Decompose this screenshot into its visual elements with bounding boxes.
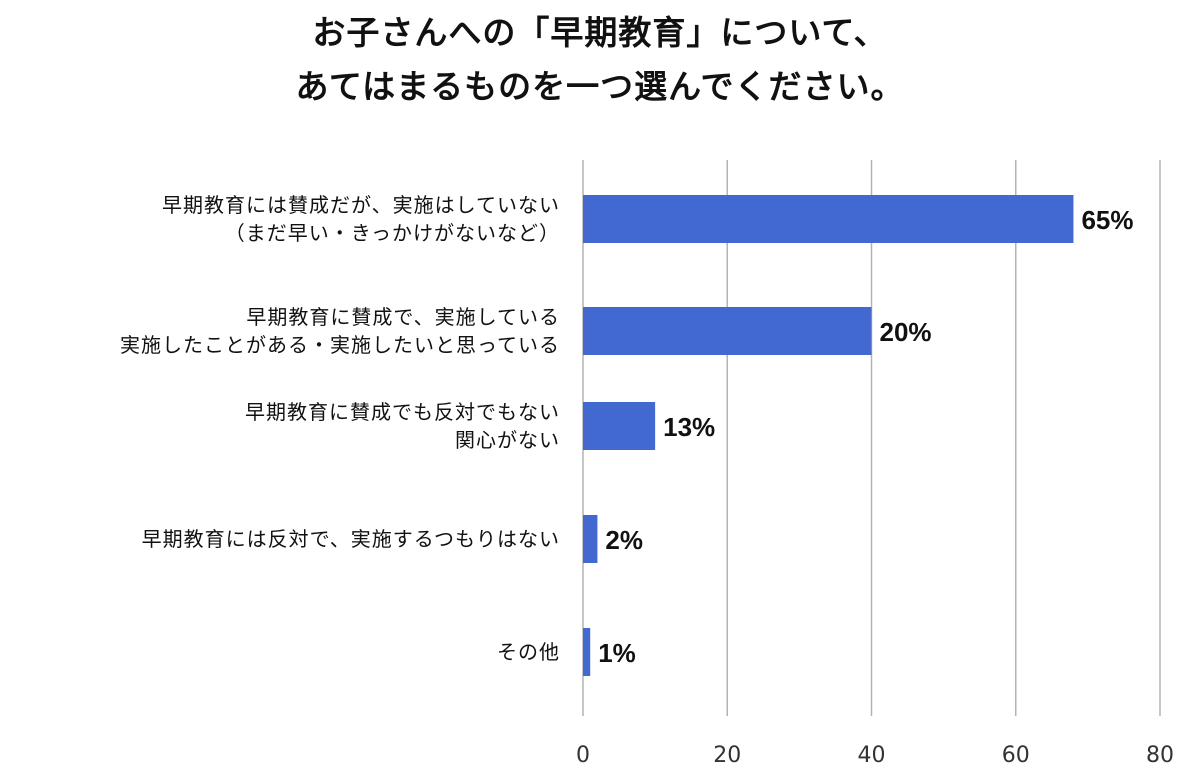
data-label: 1% bbox=[598, 638, 636, 668]
category-label-line: 早期教育には賛成だが、実施はしていない bbox=[162, 193, 560, 217]
category-label-line: その他 bbox=[497, 640, 560, 664]
bar bbox=[583, 402, 656, 450]
category-label: 早期教育に賛成で、実施している実施したことがある・実施したいと思っている bbox=[120, 303, 560, 359]
category-label: 早期教育に賛成でも反対でもない関心がない bbox=[245, 398, 560, 454]
chart-title: お子さんへの「早期教育」について、 あてはまるものを一つ選んでください。 bbox=[0, 6, 1200, 114]
x-tick-label: 80 bbox=[1146, 743, 1174, 768]
category-label: 早期教育には反対で、実施するつもりはない bbox=[142, 525, 560, 553]
bar bbox=[583, 628, 591, 676]
category-label-line: 関心がない bbox=[455, 428, 560, 452]
bar bbox=[583, 515, 598, 563]
x-tick-label: 60 bbox=[1002, 743, 1030, 768]
chart-title-line-1: お子さんへの「早期教育」について、 bbox=[312, 13, 888, 52]
data-label: 65% bbox=[1081, 205, 1133, 235]
bar bbox=[583, 195, 1074, 243]
category-label-line: 早期教育に賛成でも反対でもない bbox=[245, 400, 560, 424]
data-label: 13% bbox=[663, 412, 715, 442]
category-label: 早期教育には賛成だが、実施はしていない （まだ早い・きっかけがないなど） bbox=[162, 191, 560, 247]
chart-title-line-2: あてはまるものを一つ選んでください。 bbox=[295, 67, 905, 106]
category-label-line: 実施したことがある・実施したいと思っている bbox=[120, 333, 560, 357]
category-label-line: （まだ早い・きっかけがないなど） bbox=[224, 221, 560, 245]
data-label: 20% bbox=[880, 317, 932, 347]
data-label: 2% bbox=[605, 525, 643, 555]
category-label-line: 早期教育には反対で、実施するつもりはない bbox=[141, 527, 560, 551]
x-tick-label: 20 bbox=[713, 743, 741, 768]
x-tick-label: 0 bbox=[576, 743, 590, 768]
x-tick-label: 40 bbox=[858, 743, 886, 768]
category-label-line: 早期教育に賛成で、実施している bbox=[246, 305, 560, 329]
category-label: その他 bbox=[497, 638, 560, 666]
bar bbox=[583, 307, 872, 355]
